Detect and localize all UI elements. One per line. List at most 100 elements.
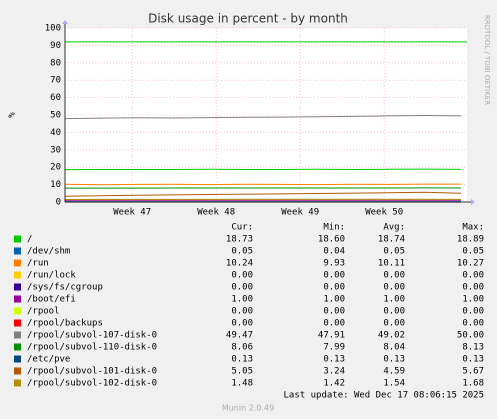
y-tick-label: 30 xyxy=(50,145,61,155)
stat-value: 0.05 xyxy=(383,247,405,257)
legend-label: /dev/shm xyxy=(27,247,70,257)
y-axis-label: % xyxy=(8,112,18,118)
stat-value: 47.91 xyxy=(318,331,345,341)
legend-label: / xyxy=(27,235,32,245)
y-tick-label: 90 xyxy=(50,41,61,51)
stat-value: 10.11 xyxy=(378,259,405,269)
stat-value: 10.27 xyxy=(457,259,484,269)
legend-swatch xyxy=(14,295,21,303)
legend-swatch xyxy=(14,319,21,327)
legend-swatch xyxy=(14,331,21,339)
stat-value: 0.00 xyxy=(231,271,253,281)
stat-value: 1.00 xyxy=(383,295,405,305)
stat-value: 0.13 xyxy=(231,355,253,365)
y-tick-label: 0 xyxy=(56,198,61,208)
x-tick-label: Week 48 xyxy=(197,208,235,218)
series-line xyxy=(64,191,462,197)
stat-value: 7.99 xyxy=(323,343,345,353)
stat-value: 8.06 xyxy=(231,343,253,353)
y-tick-label: 50 xyxy=(50,111,61,121)
stat-value: 1.00 xyxy=(462,295,484,305)
stat-value: 8.13 xyxy=(462,343,484,353)
stat-value: 10.24 xyxy=(226,259,253,269)
stat-value: 18.89 xyxy=(457,235,484,245)
y-tick-label: 40 xyxy=(50,128,61,138)
x-tick-label: Week 49 xyxy=(281,208,319,218)
stat-value: 49.47 xyxy=(226,331,253,341)
stat-value: 0.00 xyxy=(462,283,484,293)
legend-label: /rpool/subvol-102-disk-0 xyxy=(27,379,157,389)
stat-value: 9.93 xyxy=(323,259,345,269)
series-line xyxy=(64,168,462,171)
stat-value: 0.04 xyxy=(323,247,345,257)
axis-arrow xyxy=(62,20,68,24)
footer: Munin 2.0.49 xyxy=(222,404,274,413)
legend-label: /rpool/backups xyxy=(27,319,103,329)
legend-swatch xyxy=(14,355,21,363)
stat-value: 0.00 xyxy=(231,307,253,317)
legend-swatch xyxy=(14,247,21,255)
stat-value: 1.00 xyxy=(323,295,345,305)
legend-swatch xyxy=(14,379,21,387)
y-tick-label: 100 xyxy=(45,24,61,34)
legend-label: /rpool/subvol-110-disk-0 xyxy=(27,343,157,353)
stat-value: 0.00 xyxy=(462,307,484,317)
x-tick-label: Week 47 xyxy=(113,208,151,218)
stat-value: 18.73 xyxy=(226,235,253,245)
stat-value: 8.04 xyxy=(383,343,405,353)
legend-swatch xyxy=(14,235,21,243)
stat-value: 0.00 xyxy=(383,271,405,281)
stat-header: Cur: xyxy=(231,223,253,233)
stat-value: 0.00 xyxy=(462,319,484,329)
stat-value: 0.00 xyxy=(231,319,253,329)
axis-arrow xyxy=(471,199,475,205)
stat-value: 0.00 xyxy=(383,307,405,317)
stat-value: 5.67 xyxy=(462,367,484,377)
stat-value: 1.42 xyxy=(323,379,345,389)
legend-label: /rpool/subvol-101-disk-0 xyxy=(27,367,157,377)
legend-label: /run/lock xyxy=(27,271,76,281)
legend-swatch xyxy=(14,283,21,291)
legend-swatch xyxy=(14,259,21,267)
y-tick-label: 10 xyxy=(50,180,61,190)
legend-swatch xyxy=(14,343,21,351)
stat-value: 0.13 xyxy=(323,355,345,365)
stat-value: 0.00 xyxy=(231,283,253,293)
stat-value: 0.00 xyxy=(323,319,345,329)
stat-value: 1.48 xyxy=(231,379,253,389)
legend-swatch xyxy=(14,367,21,375)
stat-header: Max: xyxy=(462,223,484,233)
stat-value: 0.00 xyxy=(383,319,405,329)
stat-value: 18.74 xyxy=(378,235,405,245)
stat-value: 0.13 xyxy=(383,355,405,365)
stat-value: 0.00 xyxy=(383,283,405,293)
legend-swatch xyxy=(14,307,21,315)
legend-label: /rpool xyxy=(27,307,60,317)
x-tick-label: Week 50 xyxy=(365,208,403,218)
legend-label: /etc/pve xyxy=(27,355,70,365)
stat-value: 0.13 xyxy=(462,355,484,365)
stat-value: 0.00 xyxy=(323,271,345,281)
stat-value: 1.00 xyxy=(231,295,253,305)
stat-value: 0.00 xyxy=(462,271,484,281)
stat-value: 50.00 xyxy=(457,331,484,341)
stat-value: 5.05 xyxy=(231,367,253,377)
legend-label: /sys/fs/cgroup xyxy=(27,283,103,293)
stat-value: 4.59 xyxy=(383,367,405,377)
stat-value: 3.24 xyxy=(323,367,345,377)
legend-label: /boot/efi xyxy=(27,295,76,305)
last-update: Last update: Wed Dec 17 08:06:15 2025 xyxy=(284,391,484,401)
stat-value: 0.00 xyxy=(323,307,345,317)
stat-header: Avg: xyxy=(383,223,405,233)
y-tick-label: 70 xyxy=(50,76,61,86)
y-tick-label: 60 xyxy=(50,93,61,103)
stat-value: 18.60 xyxy=(318,235,345,245)
y-tick-label: 20 xyxy=(50,163,61,173)
y-tick-label: 80 xyxy=(50,58,61,68)
stat-value: 49.02 xyxy=(378,331,405,341)
legend-swatch xyxy=(14,271,21,279)
stat-header: Min: xyxy=(323,223,345,233)
stat-value: 0.05 xyxy=(462,247,484,257)
legend-label: /run xyxy=(27,259,49,269)
